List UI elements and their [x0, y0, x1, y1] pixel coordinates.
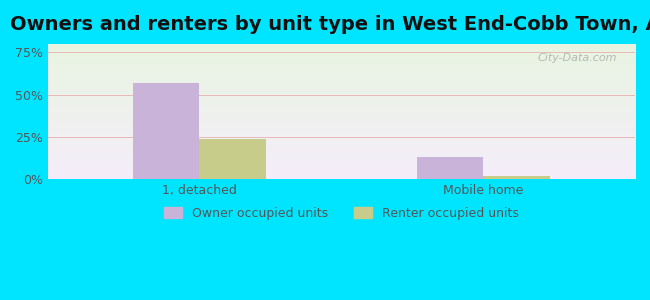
Legend: Owner occupied units, Renter occupied units: Owner occupied units, Renter occupied un…: [159, 202, 524, 225]
Title: Owners and renters by unit type in West End-Cobb Town, AL: Owners and renters by unit type in West …: [10, 15, 650, 34]
Bar: [484, 176, 550, 179]
Bar: [133, 83, 200, 179]
Bar: [200, 139, 266, 179]
Text: City-Data.com: City-Data.com: [538, 53, 617, 63]
Bar: [417, 158, 484, 179]
